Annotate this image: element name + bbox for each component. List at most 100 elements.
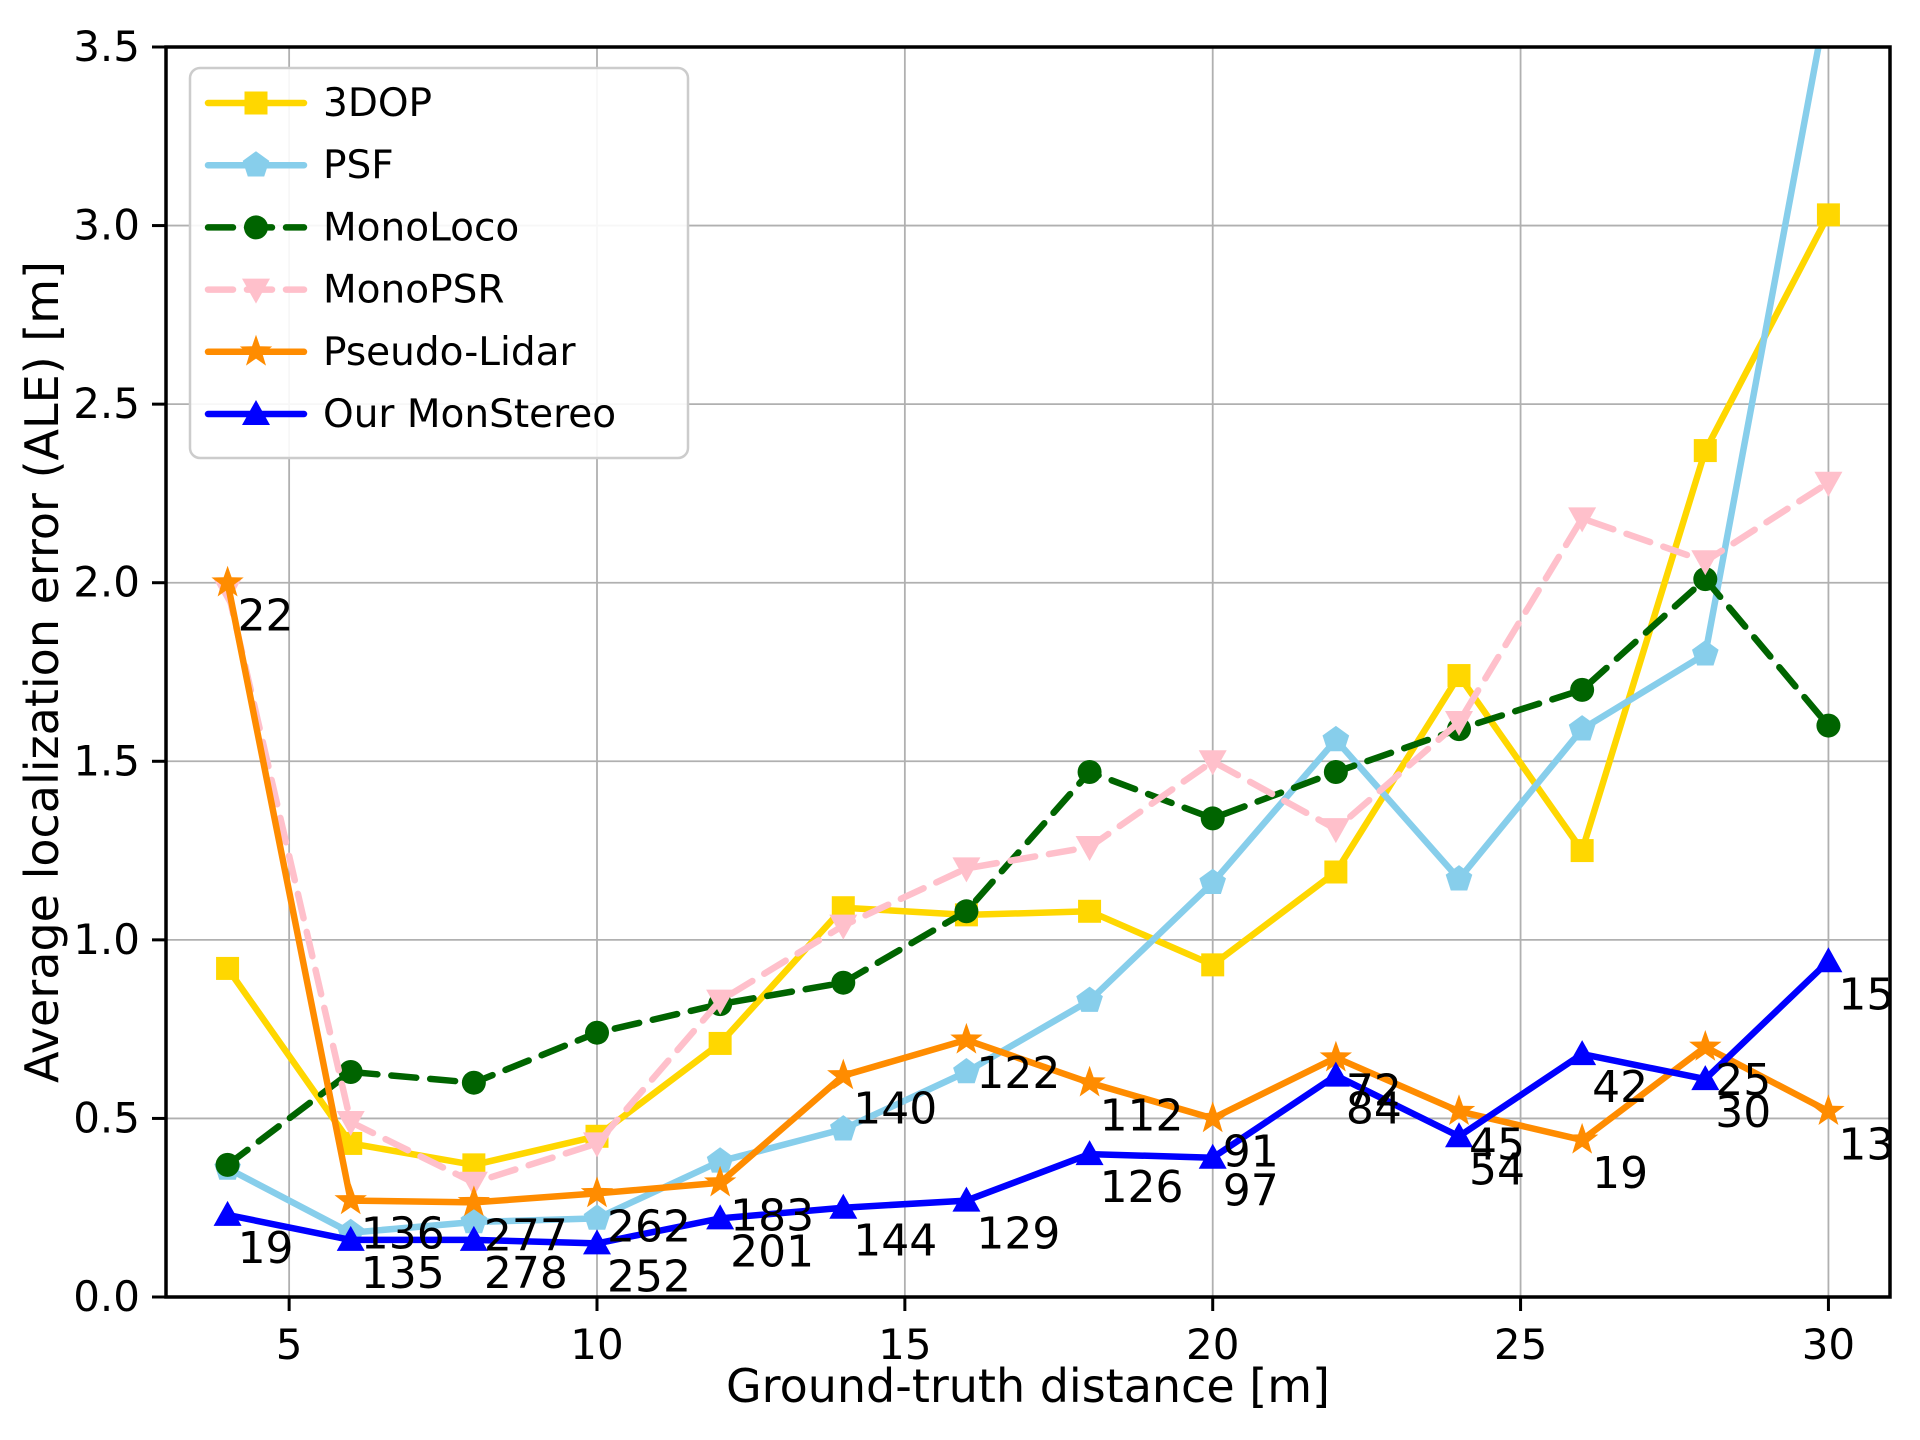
series-psf [214,47,1822,1244]
x-tick-label: 30 [1802,1320,1855,1369]
triangle-up-marker [952,1186,981,1212]
y-tick-label: 1.5 [73,736,140,785]
circle-marker [585,1020,609,1045]
count-annotation: 144 [853,1216,937,1267]
legend-box [188,66,690,460]
triangle-down-marker [1691,550,1720,576]
count-annotation: 30 [1715,1087,1771,1138]
circle-marker [1323,760,1348,784]
pentagon-marker [1445,865,1473,891]
circle-marker [215,1152,240,1177]
square-marker [1078,899,1102,923]
square-marker [1816,203,1840,227]
count-annotation: 13 [1838,1119,1894,1170]
triangle-up-marker [336,1225,365,1251]
count-annotation: 97 [1223,1166,1279,1217]
count-annotation: 201 [730,1226,814,1277]
triangle-up-marker [829,1193,858,1219]
star-marker [1319,1040,1352,1072]
triangle-down-marker [829,914,858,940]
legend-label: PSF [323,143,394,188]
circle-marker [954,899,979,924]
pentagon-marker [242,151,270,177]
square-marker [831,896,855,920]
y-tick-label: 2.5 [73,379,140,428]
pentagon-marker [1322,725,1350,752]
triangle-down-marker [1814,471,1843,497]
legend-item-psf: PSF [204,143,394,188]
series-line [224,958,1832,1247]
series-monopsr [213,471,1843,1197]
count-annotation: 25 [1715,1055,1771,1106]
triangle-down-marker [336,1111,365,1136]
star-marker [580,1176,614,1208]
triangle-up-marker [242,400,270,425]
square-marker [1693,439,1717,463]
star-marker [827,1058,860,1090]
square-marker [244,91,268,115]
pentagon-marker [706,1147,734,1173]
circle-marker [338,1060,363,1084]
legend-item-monopsr: MonoPSR [204,268,504,313]
pentagon-marker [1199,868,1226,894]
circle-marker [1693,567,1718,592]
square-marker [462,1153,486,1177]
legend-item-3dop: 3DOP [204,81,432,126]
legend-item-monoloco: MonoLoco [204,205,519,250]
star-marker [1073,1065,1106,1097]
triangle-down-marker [1445,711,1473,736]
pentagon-marker [460,1208,488,1234]
pentagon-marker [1076,986,1103,1012]
circle-marker [461,1070,486,1095]
count-annotation: 140 [853,1084,937,1135]
circle-marker [1570,677,1595,702]
legend-label: Our MonStereo [323,392,616,437]
triangle-up-marker [1814,947,1843,973]
triangle-down-marker [1198,750,1227,776]
circle-marker [1200,806,1225,831]
count-annotation: 22 [238,591,294,642]
star-marker [704,1165,737,1197]
pentagon-marker [953,1058,980,1084]
pentagon-marker [1692,640,1719,666]
star-marker [1689,1030,1722,1061]
pentagon-marker [583,1204,611,1230]
count-annotation: 278 [484,1248,568,1299]
legend-label: 3DOP [323,81,432,126]
star-marker [239,334,273,366]
triangle-up-marker [1445,1122,1473,1148]
triangle-up-marker [1321,1061,1350,1087]
count-annotation: 112 [1100,1091,1184,1142]
legend: 3DOP PSF MonoLoco MonoPSR Pseudo-Lidar Our Mo… [188,66,690,460]
series-line [224,579,1832,1206]
circle-marker [831,970,856,995]
triangle-down-marker [242,278,270,304]
series-group [211,47,1845,1255]
triangle-up-marker [459,1225,488,1251]
count-annotation: 277 [484,1210,568,1261]
circle-marker [244,215,268,240]
triangle-down-marker [1075,836,1104,861]
triangle-down-marker [952,857,981,883]
triangle-down-marker [706,989,735,1015]
count-annotation: 42 [1592,1062,1648,1113]
star-marker [334,1183,367,1215]
circle-marker [1077,760,1102,784]
count-annotation: 19 [1592,1148,1648,1199]
count-annotation: 252 [607,1251,691,1302]
count-annotation: 135 [361,1248,445,1299]
triangle-down-marker [1321,818,1350,844]
count-annotation: 15 [1838,969,1894,1020]
count-annotation: 19 [238,1223,294,1274]
count-annotation: 54 [1469,1144,1525,1195]
series-3dop [216,203,1840,1177]
y-tick-label: 3.5 [73,22,140,71]
count-annotations: 22 136 277 262 183 140 122 112 91 72 45 19 25 13 19 135… [238,591,1895,1303]
y-tick-label: 2.0 [73,558,140,607]
triangle-up-marker [1198,1143,1227,1169]
triangle-up-marker [1568,1040,1597,1066]
triangle-up-marker [583,1229,611,1255]
star-marker [1812,1094,1845,1125]
pentagon-marker [1568,715,1596,741]
